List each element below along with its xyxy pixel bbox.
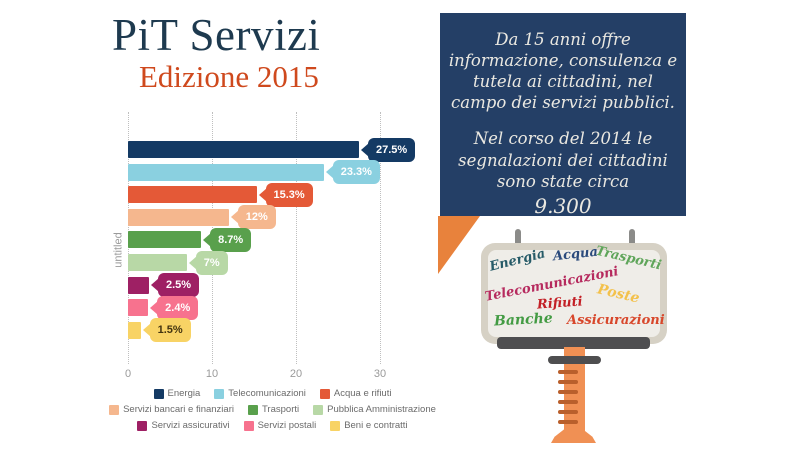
legend-label: Energia xyxy=(167,388,201,399)
title-block: PiT Servizi Edizione 2015 xyxy=(112,10,321,95)
legend-item: Telecomunicazioni xyxy=(214,388,306,399)
legend-swatch-icon xyxy=(247,404,258,415)
billboard-frame: Energia Acqua Trasporti Telecomunicazioni Po… xyxy=(481,243,667,344)
legend-label: Servizi bancari e finanziari xyxy=(123,404,234,415)
value-callout: 12% xyxy=(230,205,276,230)
legend-swatch-icon xyxy=(109,404,120,415)
pole-stripe-icon xyxy=(558,370,578,374)
legend-swatch-icon xyxy=(313,404,324,415)
value-callout: 27.5% xyxy=(360,137,416,162)
x-axis-tick-label: 10 xyxy=(205,368,219,380)
legend-swatch-icon xyxy=(330,420,341,431)
legend-item: Energia xyxy=(153,388,201,399)
pole-stripe-icon xyxy=(558,400,578,404)
bubble-number: 9.300 xyxy=(534,193,592,218)
billboard-word-rifiuti: Rifiuti xyxy=(536,294,584,313)
page-title: PiT Servizi xyxy=(112,10,321,60)
chart-bar-pubblica-amministrazione xyxy=(128,254,187,271)
chart-legend: Energia Telecomunicazioni Acqua e rifiuti S… xyxy=(100,388,445,436)
value-callout: 1.5% xyxy=(142,318,191,343)
value-callout: 23.3% xyxy=(325,160,380,185)
chart-bar-energia xyxy=(128,141,359,158)
legend-swatch-icon xyxy=(243,420,254,431)
legend-label: Servizi postali xyxy=(257,420,317,431)
legend-label: Trasporti xyxy=(261,404,300,415)
legend-label: Telecomunicazioni xyxy=(228,388,306,399)
legend-row: Servizi assicurativi Servizi postali Beni … xyxy=(100,420,445,431)
pole-crossbar xyxy=(548,356,601,364)
legend-swatch-icon xyxy=(137,420,148,431)
pole-stripe-icon xyxy=(558,420,578,424)
page-subtitle: Edizione 2015 xyxy=(139,59,319,95)
chart-bar-trasporti xyxy=(128,231,202,249)
pole-stripe-icon xyxy=(558,390,578,394)
chart-gridline xyxy=(380,112,381,364)
bolt-stem-icon xyxy=(629,229,635,245)
legend-item: Servizi postali xyxy=(243,420,317,431)
legend-item: Servizi bancari e finanziari xyxy=(109,404,234,415)
legend-label: Acqua e rifiuti xyxy=(333,388,392,399)
legend-swatch-icon xyxy=(214,388,225,399)
bubble-paragraph-2: Nel corso del 2014 le segnalazioni dei c… xyxy=(458,129,668,191)
chart-bar-servizi-assicurativi xyxy=(128,276,149,294)
chart-bar-beni-e-contratti xyxy=(128,321,141,339)
y-axis-label: untitled xyxy=(112,232,125,268)
billboard-word-assicurazioni: Assicurazioni xyxy=(567,313,665,328)
legend-label: Beni e contratti xyxy=(344,420,408,431)
chart-bar-servizi-postali xyxy=(128,299,149,317)
bubble-paragraph-1: Da 15 anni offre informazione, consulenz… xyxy=(448,30,678,113)
legend-row: Servizi bancari e finanziari Trasporti Pub… xyxy=(100,404,445,415)
legend-swatch-icon xyxy=(319,388,330,399)
chart-gridline xyxy=(296,112,297,364)
pole-base xyxy=(551,429,596,443)
legend-item: Beni e contratti xyxy=(330,420,408,431)
pole-stripe-icon xyxy=(558,380,578,384)
bolt-stem-icon xyxy=(515,229,521,245)
billboard-word-banche: Banche xyxy=(493,310,554,330)
pole-stripe-icon xyxy=(558,410,578,414)
x-axis-tick-label: 30 xyxy=(373,368,387,380)
x-axis-tick-label: 0 xyxy=(124,368,132,380)
legend-label: Servizi assicurativi xyxy=(151,420,230,431)
legend-item: Servizi assicurativi xyxy=(137,420,230,431)
legend-swatch-icon xyxy=(153,388,164,399)
value-callout: 2.4% xyxy=(150,295,199,320)
value-callout: 8.7% xyxy=(203,227,252,252)
bar-chart: untitled 0 10 20 30 27.5% 23.3% 15.3% 12% 8.7% 7%… xyxy=(110,106,430,390)
billboard-panel xyxy=(488,250,660,337)
billboard-bottom-bar xyxy=(497,337,650,349)
legend-label: Pubblica Amministrazione xyxy=(327,404,436,415)
chart-bar-servizi-bancari-e-finanziari xyxy=(128,208,229,226)
speech-bubble: Da 15 anni offre informazione, consulenz… xyxy=(440,13,686,218)
value-callout: 2.5% xyxy=(150,273,200,298)
chart-bar-telecomunicazioni xyxy=(128,163,324,181)
value-callout: 7% xyxy=(188,250,228,275)
legend-item: Trasporti xyxy=(247,404,300,415)
speech-bubble-tail xyxy=(438,216,480,274)
legend-item: Pubblica Amministrazione xyxy=(313,404,436,415)
legend-item: Acqua e rifiuti xyxy=(319,388,392,399)
value-callout: 15.3% xyxy=(258,182,313,207)
x-axis-tick-label: 20 xyxy=(289,368,303,380)
chart-bar-acqua-e-rifiuti xyxy=(128,186,257,204)
legend-row: Energia Telecomunicazioni Acqua e rifiuti xyxy=(100,388,445,399)
